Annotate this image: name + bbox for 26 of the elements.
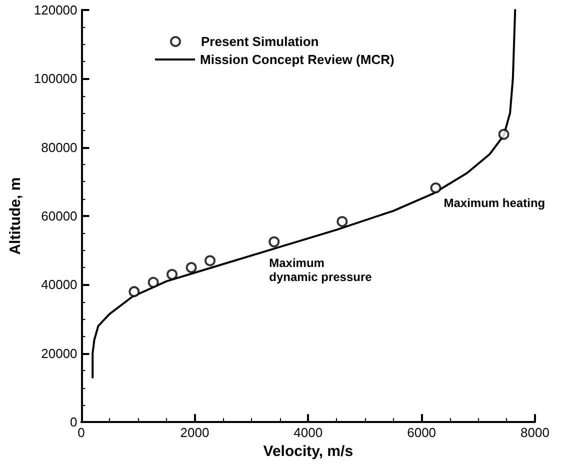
x-tick-label: 4000 bbox=[294, 425, 323, 440]
y-tick-label: 100000 bbox=[34, 71, 78, 86]
point bbox=[336, 216, 348, 228]
y-axis-title: Altitude, m bbox=[7, 177, 24, 255]
y-tick-label: 120000 bbox=[34, 2, 78, 18]
point bbox=[268, 236, 280, 248]
x-axis-title: Velocity, m/s bbox=[263, 443, 354, 460]
point bbox=[148, 276, 159, 288]
y-tick-label: 20000 bbox=[41, 346, 78, 361]
y-tick-label: 80000 bbox=[41, 140, 78, 155]
y-tick-label: 0 bbox=[70, 414, 78, 430]
point bbox=[186, 262, 197, 274]
x-tick-label: 6000 bbox=[407, 425, 436, 440]
x-tick-label: 2000 bbox=[180, 425, 210, 440]
point bbox=[204, 255, 216, 266]
point bbox=[166, 268, 178, 280]
x-tick-label: 8000 bbox=[520, 425, 550, 440]
point bbox=[498, 128, 510, 140]
y-tick-label: 40000 bbox=[41, 277, 78, 292]
point bbox=[430, 182, 442, 194]
y-tick-label: 60000 bbox=[41, 208, 78, 224]
legend-label: Present Simulation bbox=[201, 34, 319, 49]
annotation: Maximum dynamic pressure bbox=[269, 256, 372, 284]
annotation: Maximum heating bbox=[444, 196, 546, 210]
point bbox=[128, 286, 140, 298]
legend-label: Mission Concept Review (MCR) bbox=[200, 52, 394, 67]
